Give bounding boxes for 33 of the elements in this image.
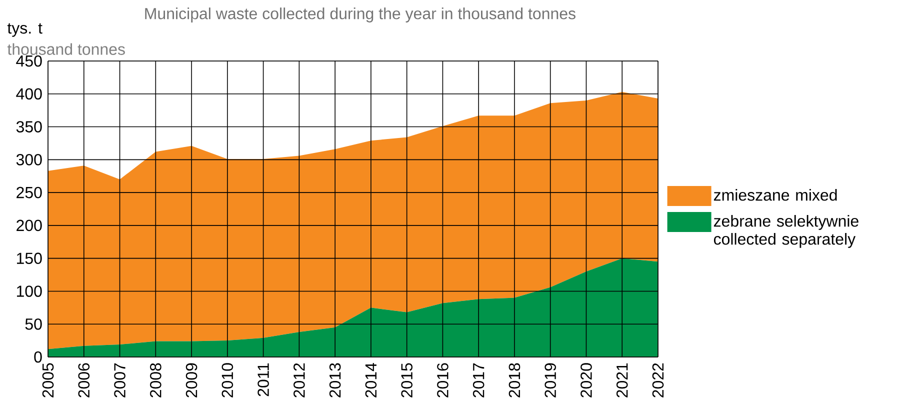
x-tick-label: 2016	[437, 363, 448, 398]
y-tick-label: 50	[25, 318, 42, 330]
x-tick-label: 2020	[580, 363, 592, 398]
x-tick-label: 2012	[294, 363, 305, 398]
x-tick-label: 2018	[508, 363, 520, 398]
x-tick-label: 2019	[544, 363, 556, 398]
x-tick-label: 2021	[616, 363, 628, 398]
text: thousand tonnes	[7, 43, 125, 55]
y-tick-label: 400	[16, 88, 42, 100]
y-tick-label: 350	[16, 121, 42, 132]
x-tick-label: 2010	[222, 363, 234, 398]
x-tick-label: 2017	[472, 363, 484, 398]
y-tick-label: 100	[17, 286, 42, 297]
x-tick-label: 2006	[78, 363, 90, 398]
text: tys. t	[7, 23, 42, 37]
y-tick-label: 0	[34, 351, 42, 363]
x-tick-label: 2011	[258, 363, 269, 396]
chart-title: Municipal waste collected during the year in thousand tonnes	[145, 8, 576, 22]
x-tick-label: 2009	[186, 363, 198, 398]
x-tick-label: 2014	[365, 363, 377, 398]
y-tick-label: 250	[16, 186, 42, 198]
y-tick-label: 450	[16, 55, 42, 67]
x-tick-label: 2007	[114, 363, 126, 398]
x-tick-label: 2022	[652, 363, 664, 398]
y-tick-label: 200	[16, 220, 42, 232]
x-tick-label: 2005	[42, 363, 54, 398]
legend-label: zmieszane mixed	[714, 189, 837, 201]
x-tick-label: 2015	[401, 363, 412, 398]
y-tick-label: 300	[16, 154, 42, 166]
x-tick-label: 2013	[329, 363, 341, 398]
x-tick-label: 2008	[150, 363, 162, 398]
legend-label: zebrane selektywnie collected separately	[714, 215, 858, 248]
y-tick-label: 150	[17, 252, 42, 264]
